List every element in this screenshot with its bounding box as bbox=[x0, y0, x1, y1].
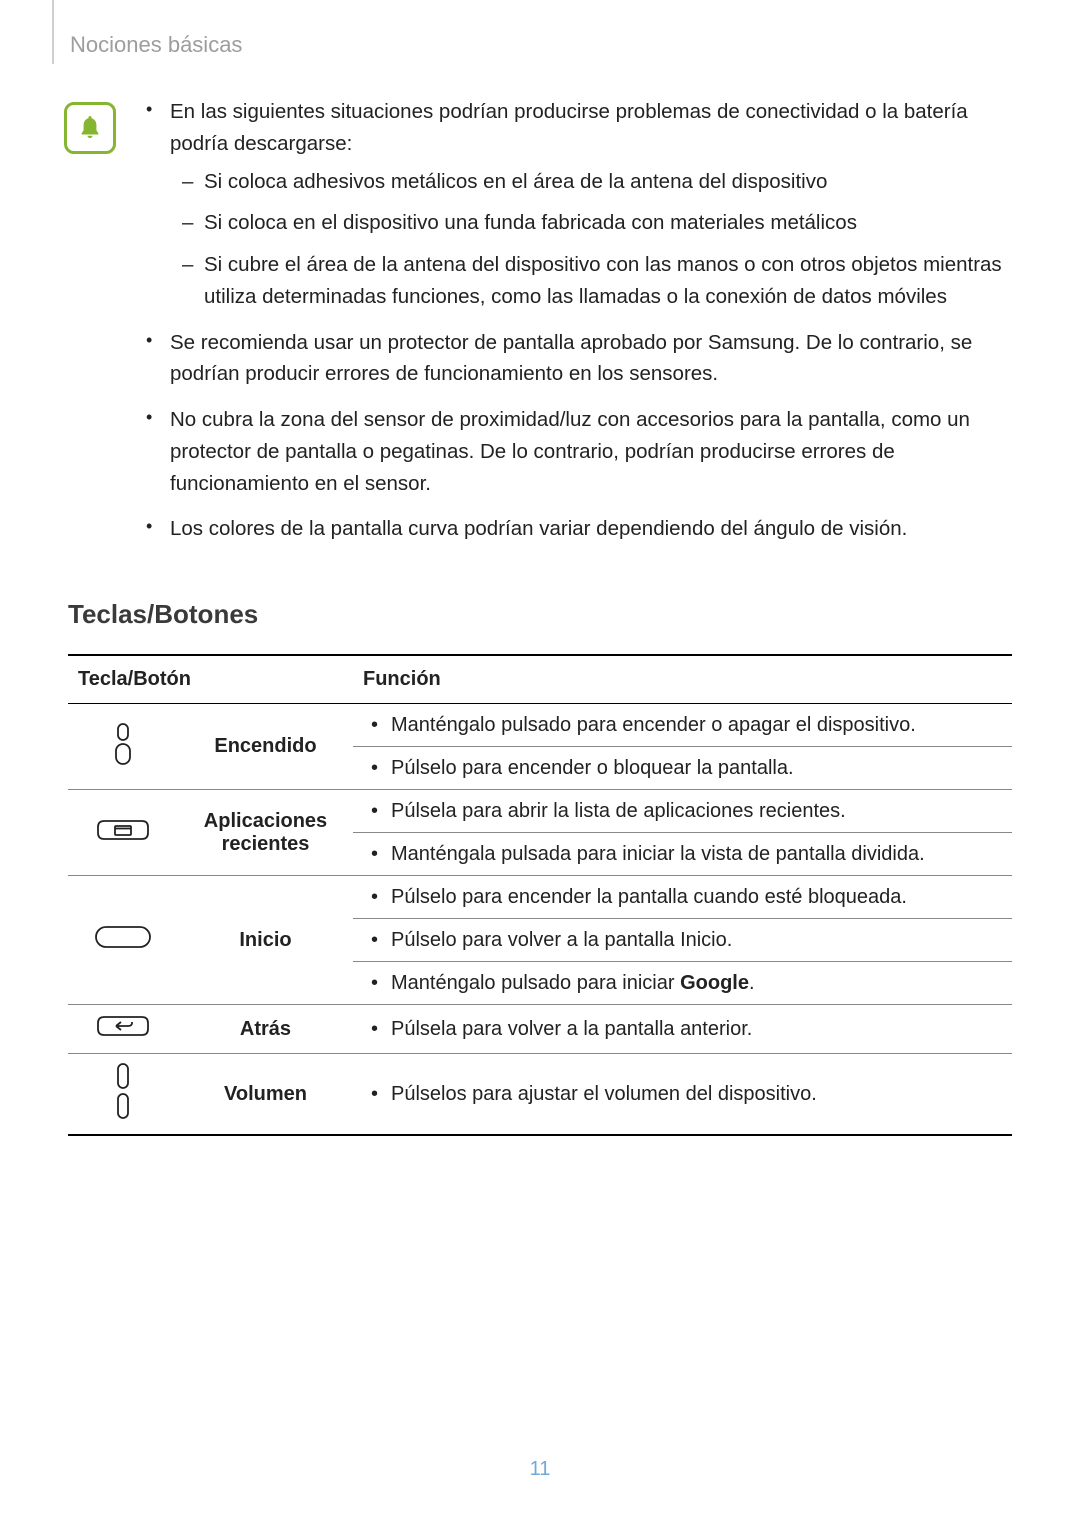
sub-bullet-item: Si coloca adhesivos metálicos en el área… bbox=[174, 166, 1012, 198]
table-row: Atrás Púlsela para volver a la pantalla … bbox=[68, 1005, 1012, 1054]
key-icon-back bbox=[68, 1005, 178, 1054]
key-label: Encendido bbox=[178, 704, 353, 790]
table-row: Inicio Púlselo para encender la pantalla… bbox=[68, 876, 1012, 1005]
function-item: Púlselo para encender o bloquear la pant… bbox=[363, 747, 1002, 789]
sub-bullet-item: Si coloca en el dispositivo una funda fa… bbox=[174, 207, 1012, 239]
function-bold: Google bbox=[680, 972, 749, 994]
page-header-title: Nociones básicas bbox=[70, 32, 242, 58]
key-icon-home bbox=[68, 876, 178, 1005]
key-icon-volume bbox=[68, 1054, 178, 1136]
bullet-item: En las siguientes situaciones podrían pr… bbox=[146, 96, 1012, 313]
key-label: Aplicaciones recientes bbox=[178, 790, 353, 876]
function-item: Púlselo para volver a la pantalla Inicio… bbox=[363, 919, 1002, 961]
keys-table: Tecla/Botón Función Encendido Manténgalo… bbox=[68, 654, 1012, 1136]
note-block: En las siguientes situaciones podrían pr… bbox=[68, 96, 1012, 559]
sub-bullet-item: Si cubre el área de la antena del dispos… bbox=[174, 249, 1012, 313]
key-functions: Manténgalo pulsado para encender o apaga… bbox=[353, 704, 1012, 790]
bullet-text: En las siguientes situaciones podrían pr… bbox=[170, 100, 968, 155]
key-functions: Púlsela para volver a la pantalla anteri… bbox=[353, 1005, 1012, 1054]
function-item: Púlselos para ajustar el volumen del dis… bbox=[363, 1073, 1002, 1115]
key-functions: Púlselo para encender la pantalla cuando… bbox=[353, 876, 1012, 1005]
key-functions: Púlselos para ajustar el volumen del dis… bbox=[353, 1054, 1012, 1136]
document-page: Nociones básicas En las siguientes situa… bbox=[0, 0, 1080, 1527]
key-label: Volumen bbox=[178, 1054, 353, 1136]
table-header-function: Función bbox=[353, 655, 1012, 704]
section-heading: Teclas/Botones bbox=[68, 599, 1012, 630]
function-item: Manténgalo pulsado para encender o apaga… bbox=[363, 704, 1002, 746]
table-header-key: Tecla/Botón bbox=[68, 655, 353, 704]
page-number: 11 bbox=[0, 1458, 1080, 1481]
table-row: Volumen Púlselos para ajustar el volumen… bbox=[68, 1054, 1012, 1136]
bullet-item: No cubra la zona del sensor de proximida… bbox=[146, 404, 1012, 499]
note-text-block: En las siguientes situaciones podrían pr… bbox=[146, 96, 1012, 559]
bullet-item: Se recomienda usar un protector de panta… bbox=[146, 327, 1012, 391]
key-label: Inicio bbox=[178, 876, 353, 1005]
bullet-item: Los colores de la pantalla curva podrían… bbox=[146, 513, 1012, 545]
function-item: Manténgalo pulsado para iniciar Google. bbox=[363, 962, 1002, 1004]
page-content: En las siguientes situaciones podrían pr… bbox=[68, 0, 1012, 1136]
function-item: Púlsela para volver a la pantalla anteri… bbox=[363, 1008, 1002, 1050]
key-label: Atrás bbox=[178, 1005, 353, 1054]
key-icon-power bbox=[68, 704, 178, 790]
table-row: Aplicaciones recientes Púlsela para abri… bbox=[68, 790, 1012, 876]
function-item: Púlsela para abrir la lista de aplicacio… bbox=[363, 790, 1002, 832]
key-icon-recents bbox=[68, 790, 178, 876]
function-text: Manténgalo pulsado para iniciar bbox=[391, 972, 680, 994]
bell-note-icon bbox=[64, 102, 116, 154]
function-text: . bbox=[749, 972, 755, 994]
function-item: Manténgala pulsada para iniciar la vista… bbox=[363, 833, 1002, 875]
margin-rule bbox=[52, 0, 54, 64]
function-item: Púlselo para encender la pantalla cuando… bbox=[363, 876, 1002, 918]
key-functions: Púlsela para abrir la lista de aplicacio… bbox=[353, 790, 1012, 876]
table-row: Encendido Manténgalo pulsado para encend… bbox=[68, 704, 1012, 790]
